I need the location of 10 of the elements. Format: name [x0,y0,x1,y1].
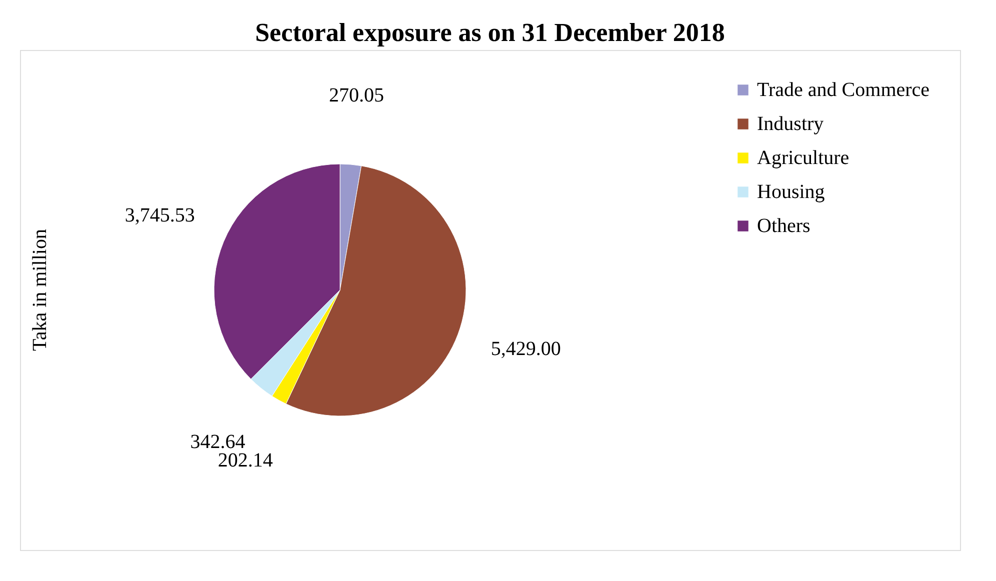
data-label: 5,429.00 [490,338,561,360]
legend-label: Industry [757,113,824,135]
chart-title: Sectoral exposure as on 31 December 2018 [255,18,725,47]
text: Taka in million [29,229,51,351]
legend-label: Agriculture [757,147,850,169]
legend-label: Others [757,215,811,237]
data-label: 3,745.53 [124,204,195,226]
legend-label: Housing [757,181,825,203]
data-label: 270.05 [329,84,384,107]
legend-label: Trade and Commerce [757,79,930,101]
